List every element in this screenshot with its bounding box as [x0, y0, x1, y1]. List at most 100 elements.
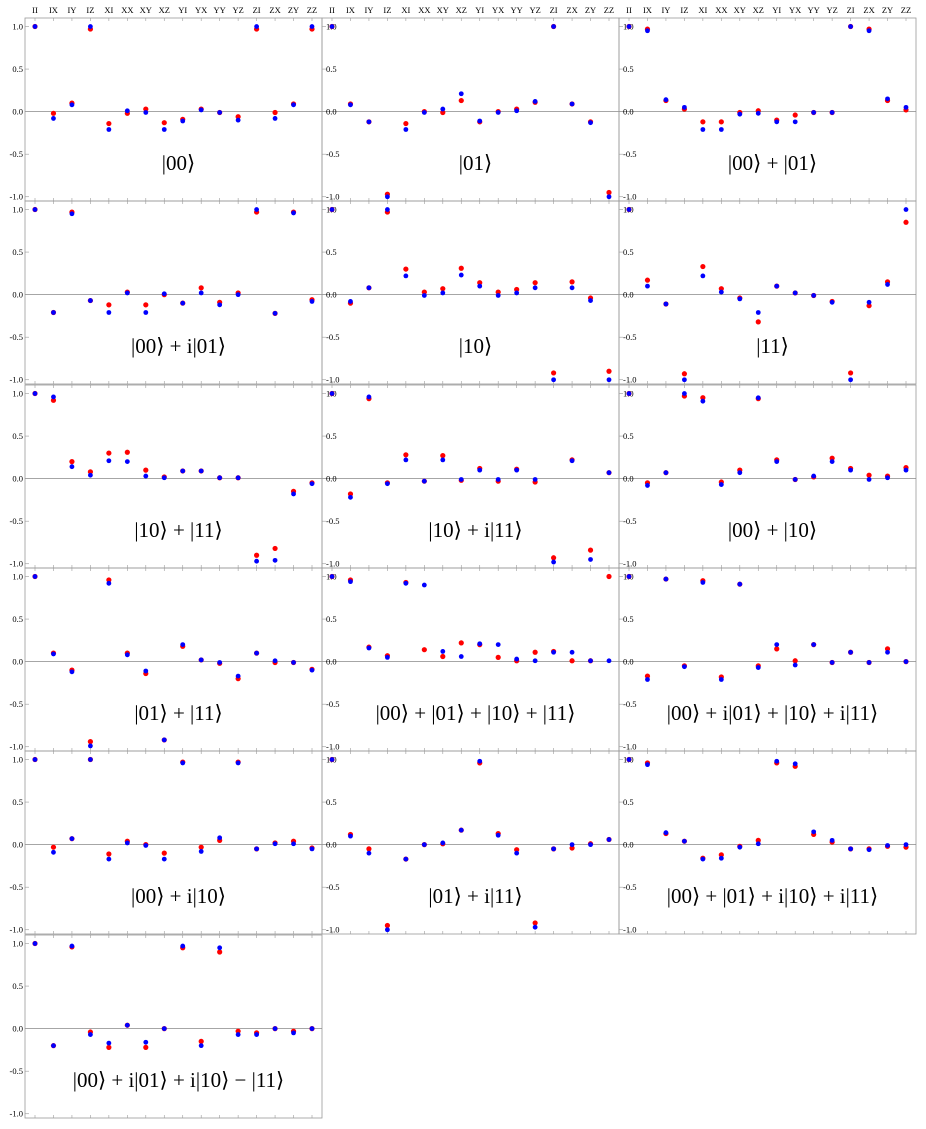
category-label: ZI [253, 5, 261, 15]
y-tick-label: 1.0 [12, 22, 23, 32]
category-label: XY [734, 5, 746, 15]
point-blue [124, 459, 130, 465]
state-label: |00⟩ + |10⟩ [728, 518, 817, 542]
point-blue [88, 24, 93, 29]
point-blue [291, 841, 296, 847]
point-blue [69, 464, 75, 470]
state-label: |00⟩ + i|01⟩ [131, 334, 226, 358]
point-red [792, 658, 798, 664]
point-blue [403, 273, 409, 279]
point-blue [348, 494, 353, 500]
point-blue [69, 211, 75, 217]
point-red [106, 577, 112, 583]
point-blue [69, 836, 75, 842]
y-tick-label: -1.0 [10, 375, 23, 385]
point-red [69, 459, 75, 465]
state-panel-13: 1.0 0.5 0.0 -0.5 -1.0 |00⟩ + i|10⟩ [10, 750, 323, 935]
point-blue [329, 207, 335, 212]
point-blue [309, 299, 315, 304]
point-blue [755, 665, 761, 670]
point-blue [477, 283, 483, 289]
state-panel-10: 1.0 0.5 0.0 -0.5 -1.0 |01⟩ + |11⟩ [10, 567, 323, 752]
point-blue [440, 840, 446, 846]
y-tick-label: -1.0 [326, 375, 339, 385]
point-blue [458, 91, 464, 97]
point-blue [180, 118, 186, 124]
y-tick-label: -1.0 [623, 559, 636, 569]
point-blue [385, 654, 390, 660]
point-blue [348, 299, 353, 304]
point-blue [329, 574, 335, 579]
point-red [644, 277, 651, 283]
point-blue [737, 581, 743, 587]
y-tick-label: 0.5 [12, 797, 23, 807]
point-blue [124, 108, 130, 114]
y-tick-label: -1.0 [623, 192, 636, 202]
top-category-labels-2: II IX IY IZ XI XX XY XZ YI YX YY YZ ZI ZX ZY ZZ [329, 5, 614, 15]
point-blue [272, 841, 278, 847]
point-red [495, 289, 501, 295]
y-tick-label: 0.5 [326, 614, 337, 624]
point-red [681, 371, 688, 377]
state-label: |10⟩ + i|11⟩ [428, 518, 522, 542]
point-blue [88, 1032, 93, 1037]
point-red [421, 647, 427, 653]
point-blue [106, 310, 112, 315]
point-red [829, 455, 835, 461]
point-blue [235, 117, 241, 123]
point-red [347, 491, 354, 497]
category-label: ZI [550, 5, 558, 15]
point-blue [663, 301, 669, 307]
point-blue [792, 662, 798, 668]
y-tick-label: 0.5 [623, 797, 634, 807]
point-blue [180, 943, 186, 949]
point-red [606, 573, 612, 580]
point-blue [32, 207, 38, 212]
y-tick-label: 0.0 [623, 657, 634, 667]
point-blue [217, 302, 223, 308]
point-blue [421, 110, 427, 115]
y-tick-label: 0.0 [12, 107, 23, 117]
point-red [272, 545, 278, 552]
category-label: XY [140, 5, 152, 15]
point-blue [885, 96, 890, 102]
point-blue [718, 127, 724, 132]
point-blue [532, 658, 538, 664]
point-red [700, 119, 706, 125]
point-blue [626, 757, 632, 762]
point-blue [645, 677, 650, 682]
point-blue [161, 475, 167, 481]
category-label: ZZ [604, 5, 614, 15]
point-blue [718, 289, 724, 295]
state-panel-3: 1.00.50.0-0.5-1.0|00⟩ + |01⟩ [618, 17, 917, 202]
category-label: IX [643, 5, 652, 15]
point-blue [69, 102, 75, 108]
y-tick-label: 0.5 [326, 64, 337, 74]
point-red [718, 119, 724, 125]
point-blue [645, 28, 650, 34]
point-blue [700, 398, 706, 404]
y-tick-label: 0.5 [623, 247, 634, 257]
point-blue [700, 127, 706, 132]
point-blue [903, 207, 909, 212]
category-label: IY [67, 5, 76, 15]
point-blue [811, 473, 817, 479]
state-panel-1: 1.0 0.5 0.0 -0.5 -1.0 |00⟩ [10, 17, 323, 202]
category-label: ZY [585, 5, 596, 15]
point-blue [366, 119, 372, 125]
y-tick-label: -0.5 [10, 699, 23, 709]
category-label: XI [698, 5, 707, 15]
point-red [700, 395, 706, 401]
point-blue [755, 310, 761, 315]
point-blue [440, 649, 446, 654]
point-red [143, 106, 149, 112]
category-label: IY [661, 5, 670, 15]
point-blue [32, 391, 38, 396]
point-blue [458, 477, 464, 482]
y-tick-label: 0.5 [12, 431, 23, 441]
point-blue [626, 574, 632, 579]
point-blue [514, 850, 520, 856]
point-blue [663, 830, 669, 836]
point-blue [235, 673, 241, 679]
point-blue [235, 292, 241, 298]
